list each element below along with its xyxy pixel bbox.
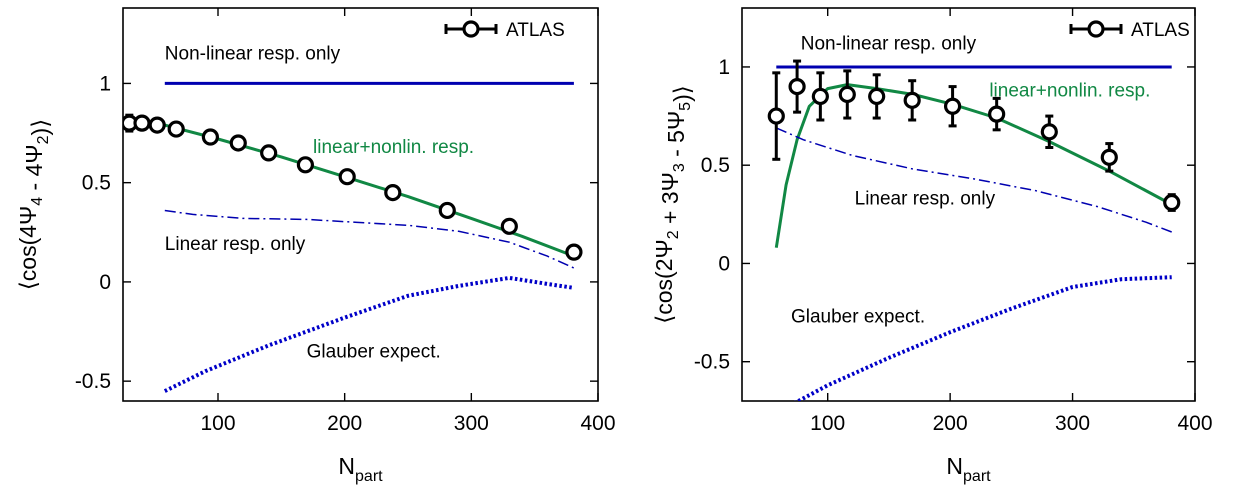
atlas-marker [811, 87, 829, 106]
legend: ATLAS [444, 20, 565, 41]
annotation-label: Glauber expect. [307, 341, 441, 362]
atlas-data-point [565, 243, 583, 261]
y-tick-label: 0 [718, 252, 730, 275]
atlas-marker [229, 134, 247, 152]
atlas-data-point [260, 144, 278, 162]
x-axis-label: Npart [946, 453, 991, 485]
annotation-label: Linear resp. only [165, 234, 306, 255]
annotation-label: Linear resp. only [855, 189, 996, 210]
atlas-data-point [988, 96, 1006, 132]
atlas-marker [296, 156, 314, 174]
atlas-marker [167, 120, 185, 138]
atlas-data-point [868, 73, 886, 120]
atlas-marker [1040, 123, 1058, 141]
atlas-marker [903, 91, 921, 109]
x-tick-label: 400 [580, 412, 615, 435]
linear-nonlinear-fit-line [774, 83, 1173, 248]
left-chart-panel: 100 200 300 400 -0.5 0 0.5 1 Npart ⟨cos(4Ψ4 - 4Ψ2… [15, 7, 616, 485]
atlas-data-point [296, 156, 314, 174]
atlas-marker [1100, 148, 1118, 166]
atlas-data-point [500, 217, 518, 235]
glauber-expectation-line [163, 275, 575, 393]
atlas-data-point [338, 168, 356, 186]
atlas-data-point [229, 134, 247, 152]
atlas-marker [201, 128, 219, 146]
atlas-marker [838, 85, 856, 104]
atlas-marker [565, 243, 583, 261]
atlas-data-point [384, 183, 402, 202]
plot-area [767, 59, 1181, 401]
legend-marker [1087, 20, 1105, 38]
atlas-data-point [148, 116, 166, 134]
atlas-marker [260, 144, 278, 162]
y-tick-label: 0.5 [82, 172, 111, 195]
atlas-marker [767, 107, 785, 125]
y-axis-label: ⟨cos(2Ψ2 + 3Ψ3 - 5Ψ5)⟩ [651, 85, 695, 323]
plot-frame [122, 7, 599, 402]
atlas-data-point [133, 114, 151, 132]
x-tick-label: 400 [1177, 412, 1212, 435]
atlas-data-point [838, 69, 856, 120]
legend: ATLAS [1069, 20, 1190, 41]
linear-response-line [164, 209, 575, 269]
atlas-marker [133, 114, 151, 132]
atlas-marker [500, 217, 518, 235]
atlas-data-point [811, 71, 829, 122]
legend-label: ATLAS [506, 20, 565, 41]
y-tick-label: 0 [99, 271, 111, 294]
x-tick-label: 300 [1055, 412, 1090, 435]
atlas-data-point [1100, 142, 1118, 173]
annotation-label: Non-linear resp. only [801, 33, 977, 54]
atlas-data-point [903, 79, 921, 122]
annotation-label: linear+nonlin. resp. [313, 137, 474, 158]
plot-area [123, 81, 583, 393]
atlas-marker [943, 97, 962, 115]
y-tick-label: -0.5 [75, 370, 111, 393]
atlas-data-point [1040, 114, 1058, 150]
atlas-marker [988, 105, 1006, 123]
linear-response-line [775, 127, 1172, 233]
annotation-label: Non-linear resp. only [165, 44, 341, 65]
atlas-marker [148, 116, 166, 134]
atlas-marker [868, 87, 886, 106]
atlas-data-point [167, 120, 185, 138]
x-tick-label: 100 [200, 412, 235, 435]
atlas-data-point [201, 128, 219, 146]
atlas-marker [338, 168, 356, 186]
y-tick-label: 1 [99, 72, 111, 95]
atlas-data-point [438, 201, 456, 220]
atlas-marker [788, 77, 806, 96]
x-tick-label: 100 [810, 412, 845, 435]
plot-frame [741, 7, 1196, 402]
atlas-data-point [1163, 193, 1181, 212]
y-tick-label: -0.5 [694, 351, 730, 374]
atlas-data-point [943, 85, 962, 128]
atlas-data-point [788, 59, 806, 114]
annotation-label: linear+nonlin. resp. [989, 80, 1150, 101]
right-chart-panel: 100 200 300 400 -0.5 0 0.5 1 Npart ⟨cos(2Ψ2 + 3Ψ3… [651, 7, 1213, 485]
atlas-marker [438, 201, 456, 220]
x-tick-label: 300 [454, 412, 489, 435]
legend-marker [462, 20, 480, 38]
y-tick-label: 0.5 [701, 154, 730, 177]
atlas-marker [384, 183, 402, 202]
y-tick-label: 1 [718, 56, 730, 79]
glauber-expectation-line [794, 275, 1172, 401]
x-tick-label: 200 [327, 412, 362, 435]
x-tick-label: 200 [933, 412, 968, 435]
legend-label: ATLAS [1131, 20, 1190, 41]
y-axis-label: ⟨cos(4Ψ4 - 4Ψ2)⟩ [15, 119, 53, 290]
annotation-label: Glauber expect. [791, 306, 925, 327]
x-axis-label: Npart [338, 453, 383, 485]
atlas-marker [1163, 193, 1181, 212]
atlas-data-point [767, 71, 785, 161]
